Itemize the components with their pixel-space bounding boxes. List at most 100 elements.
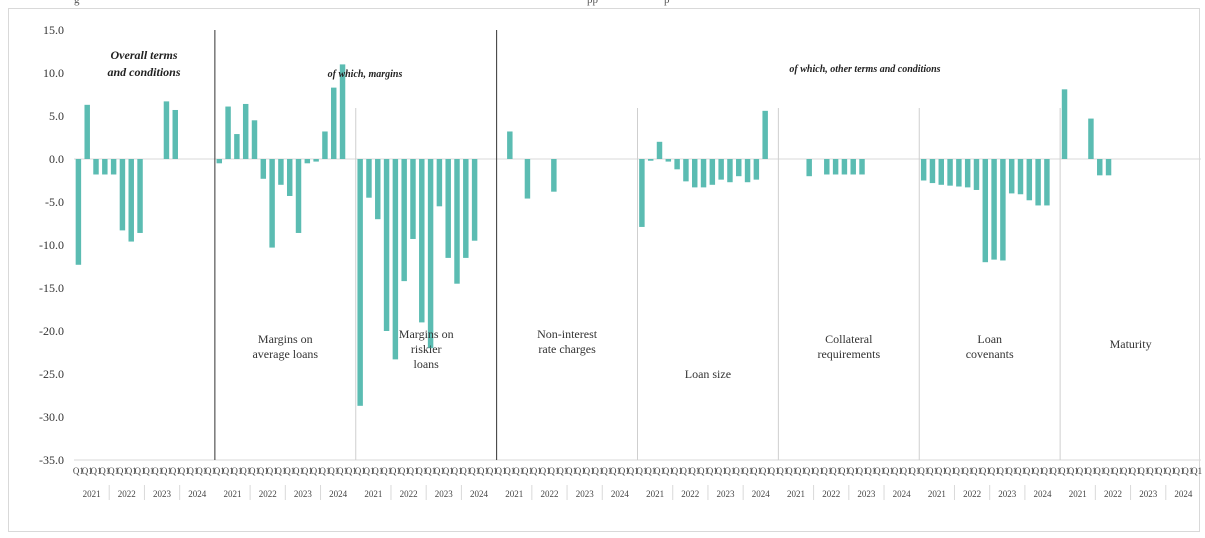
x-tick-label: Q1 <box>927 466 938 476</box>
bar <box>269 159 275 248</box>
bar <box>172 109 178 159</box>
x-tick-label: Q1 <box>161 466 172 476</box>
x-tick-label: Q1 <box>716 466 727 476</box>
x-tick-label: Q1 <box>909 466 920 476</box>
x-tick-label: Q1 <box>839 466 850 476</box>
bar <box>392 159 399 360</box>
bar <box>824 159 830 175</box>
x-tick-label: Q1 <box>989 466 1000 476</box>
figure-frame <box>8 8 1200 532</box>
bar <box>551 159 557 192</box>
x-tick-label: Q1 <box>231 466 242 476</box>
x-tick-label: Q1 <box>346 466 357 476</box>
bar <box>410 159 416 239</box>
y-tick-label: 15.0 <box>43 23 64 37</box>
bar <box>947 159 953 186</box>
x-tick-label: Q1 <box>355 466 366 476</box>
x-tick-label: Q1 <box>601 466 612 476</box>
x-tick-label: Q1 <box>971 466 982 476</box>
x-tick-label: Q1 <box>319 466 330 476</box>
bar <box>295 159 302 233</box>
panel-label: Maturity <box>1110 337 1152 351</box>
bar <box>656 141 663 159</box>
x-tick-label: Q1 <box>275 466 286 476</box>
x-tick-label: Q1 <box>777 466 788 476</box>
bar <box>1105 159 1112 176</box>
x-tick-label: Q1 <box>1068 466 1079 476</box>
y-tick-label: 10.0 <box>43 66 64 80</box>
x-tick-label: Q1 <box>786 466 797 476</box>
x-tick-label: Q1 <box>135 466 146 476</box>
x-tick-label: Q1 <box>1112 466 1123 476</box>
bar <box>401 159 407 282</box>
y-tick-label: -15.0 <box>39 281 64 295</box>
x-tick-label: Q1 <box>592 466 603 476</box>
x-tick-label: Q1 <box>408 466 419 476</box>
x-year-label: 2024 <box>1034 489 1053 499</box>
x-year-label: 2022 <box>681 489 699 499</box>
bar <box>524 159 531 199</box>
x-tick-label: Q1 <box>636 466 647 476</box>
y-tick-label: 0.0 <box>49 152 64 166</box>
bar <box>1008 159 1015 194</box>
bar <box>304 159 311 164</box>
bar <box>471 159 478 241</box>
bar <box>1061 89 1068 159</box>
x-tick-label: Q1 <box>707 466 718 476</box>
bar <box>982 159 989 263</box>
x-tick-label: Q1 <box>240 466 251 476</box>
bar <box>234 134 240 159</box>
x-tick-label: Q1 <box>126 466 137 476</box>
x-tick-label: Q1 <box>187 466 198 476</box>
x-tick-label: Q1 <box>680 466 691 476</box>
x-tick-label: Q1 <box>1156 466 1167 476</box>
x-tick-label: Q1 <box>82 466 93 476</box>
x-year-label: 2021 <box>505 489 523 499</box>
bar <box>507 131 513 159</box>
x-year-label: 2023 <box>294 489 313 499</box>
x-tick-label: Q1 <box>689 466 700 476</box>
panel-label: loans <box>414 357 440 371</box>
x-tick-label: Q1 <box>214 466 225 476</box>
bar <box>242 103 249 159</box>
bar <box>119 159 126 231</box>
x-year-label: 2022 <box>259 489 277 499</box>
top-strip-left-text: g <box>74 0 80 6</box>
x-year-label: 2022 <box>541 489 559 499</box>
bar <box>700 159 707 188</box>
panel-label: requirements <box>817 347 880 361</box>
x-tick-label: Q1 <box>1103 466 1114 476</box>
x-tick-label: Q1 <box>1041 466 1052 476</box>
bar <box>956 159 962 187</box>
bar <box>938 159 944 185</box>
x-year-label: 2021 <box>787 489 805 499</box>
bar <box>727 159 733 183</box>
x-tick-label: Q1 <box>434 466 445 476</box>
bar <box>463 159 469 258</box>
x-tick-label: Q1 <box>258 466 269 476</box>
bar <box>762 110 768 159</box>
bar <box>445 159 451 258</box>
x-tick-label: Q1 <box>390 466 401 476</box>
x-tick-label: Q1 <box>425 466 436 476</box>
x-tick-label: Q1 <box>73 466 84 476</box>
x-tick-label: Q1 <box>575 466 586 476</box>
top-text-strip: g pp p <box>0 0 1205 8</box>
y-tick-label: -20.0 <box>39 324 64 338</box>
x-year-label: 2023 <box>1139 489 1158 499</box>
x-tick-label: Q1 <box>663 466 674 476</box>
bar <box>383 159 390 331</box>
x-tick-label: Q1 <box>997 466 1008 476</box>
x-tick-label: Q1 <box>848 466 859 476</box>
x-tick-label: Q1 <box>99 466 110 476</box>
x-year-label: 2024 <box>470 489 489 499</box>
x-tick-label: Q1 <box>196 466 207 476</box>
x-tick-label: Q1 <box>531 466 542 476</box>
bar <box>841 159 848 175</box>
panel-label: rate charges <box>538 342 596 356</box>
x-year-label: 2022 <box>118 489 136 499</box>
x-tick-label: Q1 <box>760 466 771 476</box>
x-tick-label: Q1 <box>566 466 577 476</box>
x-tick-label: Q1 <box>733 466 744 476</box>
